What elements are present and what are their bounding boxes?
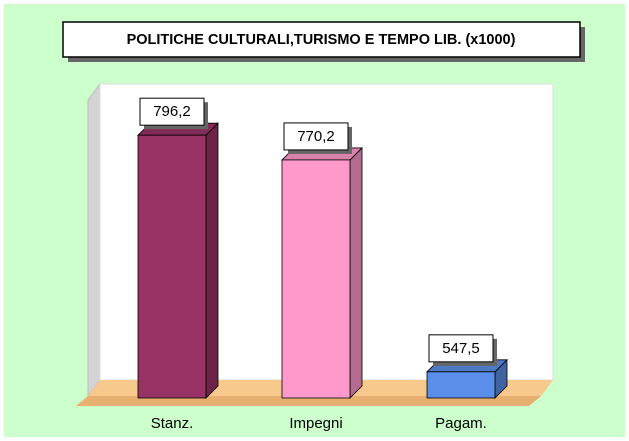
bar-front xyxy=(137,134,207,399)
chart-title: POLITICHE CULTURALI,TURISMO E TEMPO LIB.… xyxy=(127,32,516,48)
bar xyxy=(137,122,219,399)
value-label-box xyxy=(283,122,349,151)
value-label: 547,5 xyxy=(442,340,480,357)
bar-side xyxy=(205,122,219,399)
value-label-box xyxy=(428,334,494,363)
bar-front xyxy=(281,159,351,399)
x-tick-label: Impegni xyxy=(289,415,342,432)
left-wall xyxy=(87,82,101,398)
x-tick-label: Stanz. xyxy=(151,415,194,432)
value-label: 796,2 xyxy=(153,103,191,120)
bar-front xyxy=(426,371,496,399)
bar-side xyxy=(349,146,363,399)
bar xyxy=(281,146,363,399)
floor-edge xyxy=(76,396,541,406)
value-label: 770,2 xyxy=(297,128,335,145)
value-label-box xyxy=(139,97,205,126)
title-box xyxy=(62,21,581,58)
x-tick-label: Pagam. xyxy=(435,415,487,432)
